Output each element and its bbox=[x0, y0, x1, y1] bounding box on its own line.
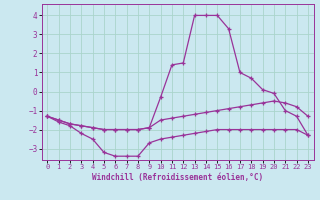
X-axis label: Windchill (Refroidissement éolien,°C): Windchill (Refroidissement éolien,°C) bbox=[92, 173, 263, 182]
